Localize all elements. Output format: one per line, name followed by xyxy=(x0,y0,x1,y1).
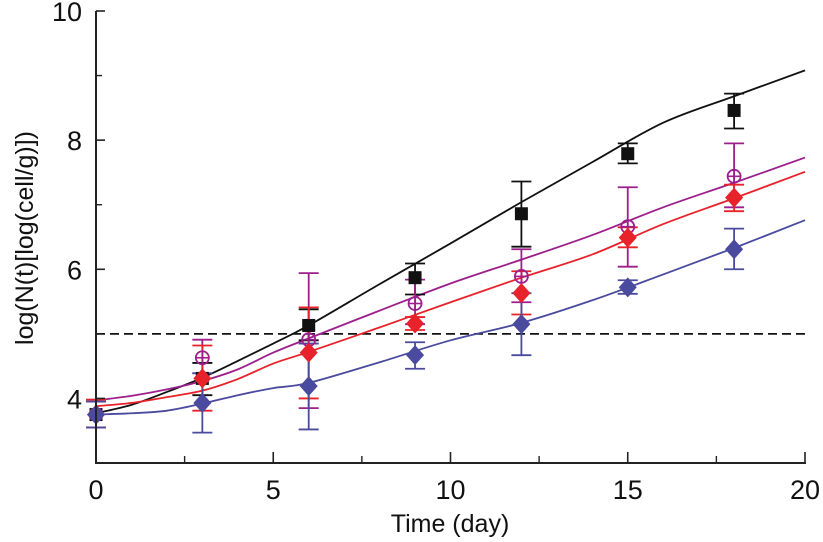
x-tick-label: 20 xyxy=(790,475,820,505)
diamond-marker xyxy=(406,345,425,366)
diamond-marker xyxy=(299,342,318,363)
diamond-marker xyxy=(618,277,637,298)
axes: 0 5 10 15 20 4 6 8 10 xyxy=(52,0,820,505)
diamond-marker xyxy=(406,313,425,334)
square-marker xyxy=(302,318,316,332)
black-squares-series xyxy=(86,92,745,429)
diamond-marker xyxy=(512,283,531,304)
blue-diamonds-markers xyxy=(87,239,744,425)
blue-diamonds-fit-curve xyxy=(95,219,806,416)
y-axis-title: log(N(t)[log(cell/g)]) xyxy=(11,131,39,345)
diamond-marker xyxy=(725,187,744,208)
black-squares-markers xyxy=(89,103,741,422)
diamond-marker xyxy=(299,376,318,397)
square-marker xyxy=(727,103,741,117)
y-tick-label: 6 xyxy=(67,255,82,285)
x-tick-label: 5 xyxy=(266,475,281,505)
y-tick-label: 10 xyxy=(52,0,82,27)
square-marker xyxy=(408,271,422,285)
diamond-marker xyxy=(193,392,212,413)
diamond-marker xyxy=(725,239,744,260)
diamond-marker xyxy=(618,227,637,248)
purple-circles-fit-curve xyxy=(95,156,806,402)
square-marker xyxy=(621,147,635,161)
x-tick-label: 0 xyxy=(88,475,103,505)
y-tick-label: 4 xyxy=(67,384,82,414)
x-tick-label: 10 xyxy=(435,475,465,505)
square-marker xyxy=(514,207,528,221)
plot-area xyxy=(86,69,806,434)
diamond-marker xyxy=(512,314,531,335)
x-axis-title: Time (day) xyxy=(391,510,510,538)
red-diamonds-fit-curve xyxy=(95,170,806,408)
y-tick-label: 8 xyxy=(67,126,82,156)
diamond-marker xyxy=(193,368,212,389)
x-tick-label: 15 xyxy=(613,475,643,505)
